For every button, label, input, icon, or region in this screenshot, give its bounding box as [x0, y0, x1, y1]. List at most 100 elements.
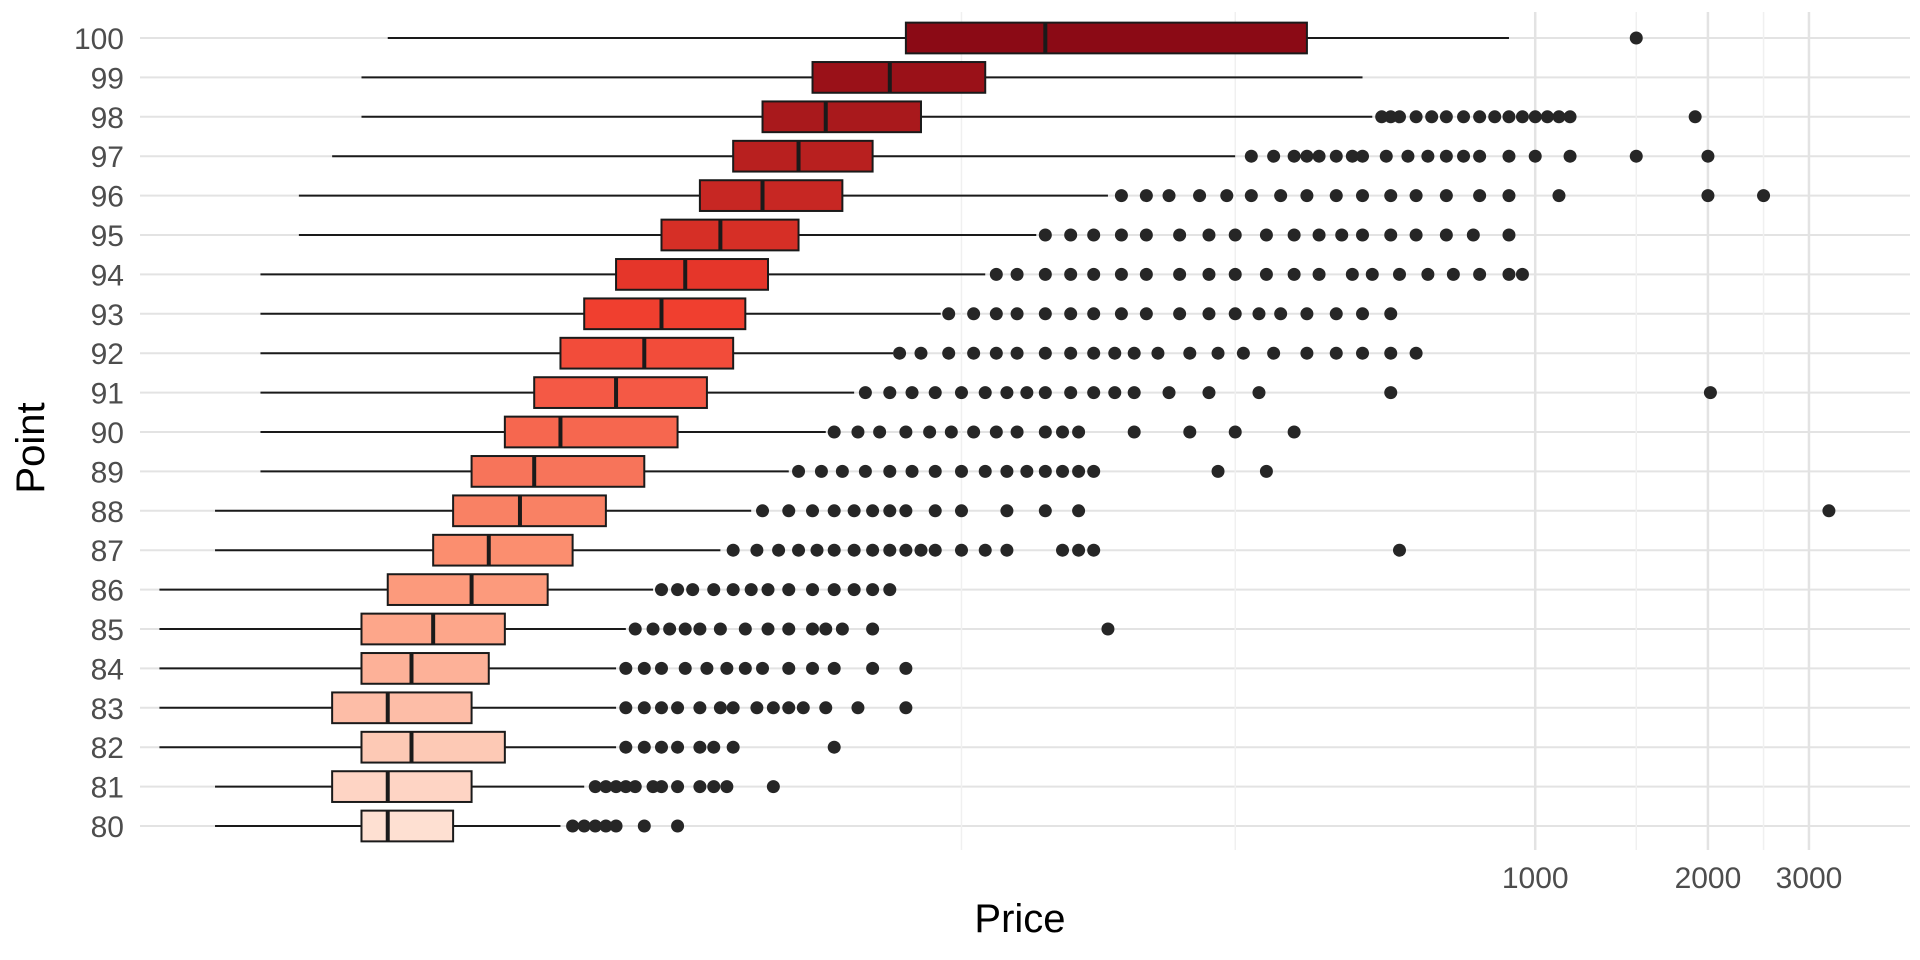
outlier-point	[1421, 267, 1435, 281]
outlier-point	[637, 661, 651, 675]
outlier-point	[566, 819, 580, 833]
outlier-point	[1127, 386, 1141, 400]
outlier-point	[923, 425, 937, 439]
outlier-point	[1020, 464, 1034, 478]
outlier-point	[1552, 110, 1566, 124]
y-tick-label-93: 93	[91, 299, 124, 332]
box-98	[361, 100, 1702, 134]
outlier-point	[707, 780, 721, 794]
outlier-point	[1552, 189, 1566, 203]
outlier-point	[899, 661, 913, 675]
outlier-point	[1056, 425, 1070, 439]
outlier-point	[814, 464, 828, 478]
outlier-point	[1228, 307, 1242, 321]
box-91	[260, 376, 1717, 409]
outlier-point	[989, 307, 1003, 321]
outlier-point	[1300, 346, 1314, 360]
outlier-point	[928, 543, 942, 557]
outlier-point	[1488, 110, 1502, 124]
outlier-point	[1139, 228, 1153, 242]
outlier-point	[967, 346, 981, 360]
outlier-point	[1020, 386, 1034, 400]
outlier-point	[1312, 228, 1326, 242]
outlier-point	[1202, 228, 1216, 242]
outlier-point	[827, 425, 841, 439]
outlier-point	[827, 740, 841, 754]
outlier-point	[905, 386, 919, 400]
outlier-point	[914, 346, 928, 360]
outlier-point	[1087, 464, 1101, 478]
y-tick-label-98: 98	[91, 102, 124, 135]
outlier-point	[671, 583, 685, 597]
outlier-point	[1439, 189, 1453, 203]
data-layer	[159, 21, 1836, 843]
outlier-point	[1439, 110, 1453, 124]
box-97	[332, 139, 1715, 173]
outlier-point	[1392, 543, 1406, 557]
outlier-point	[1421, 149, 1435, 163]
outlier-point	[1183, 346, 1197, 360]
outlier-point	[866, 543, 880, 557]
outlier-point	[619, 701, 633, 715]
outlier-point	[1151, 346, 1165, 360]
outlier-point	[1064, 267, 1078, 281]
outlier-point	[700, 661, 714, 675]
outlier-point	[1384, 189, 1398, 203]
outlier-point	[646, 622, 660, 636]
outlier-point	[637, 740, 651, 754]
outlier-point	[847, 504, 861, 518]
outlier-point	[1202, 267, 1216, 281]
outlier-point	[1010, 307, 1024, 321]
outlier-point	[1087, 307, 1101, 321]
y-tick-label-95: 95	[91, 220, 124, 253]
box-100	[387, 21, 1643, 55]
outlier-point	[1139, 267, 1153, 281]
y-tick-label-91: 91	[91, 378, 124, 411]
outlier-point	[1087, 346, 1101, 360]
outlier-point	[782, 661, 796, 675]
outlier-point	[1439, 149, 1453, 163]
outlier-point	[1127, 346, 1141, 360]
outlier-point	[1329, 189, 1343, 203]
outlier-point	[1312, 149, 1326, 163]
outlier-point	[1409, 346, 1423, 360]
iqr-box-86	[386, 573, 549, 606]
outlier-point	[1379, 149, 1393, 163]
outlier-point	[1038, 267, 1052, 281]
outlier-point	[637, 819, 651, 833]
outlier-point	[750, 543, 764, 557]
outlier-point	[883, 543, 897, 557]
outlier-point	[654, 701, 668, 715]
outlier-point	[1457, 149, 1471, 163]
outlier-point	[942, 346, 956, 360]
outlier-point	[671, 701, 685, 715]
outlier-point	[967, 307, 981, 321]
outlier-point	[1300, 189, 1314, 203]
outlier-point	[756, 661, 770, 675]
box-81	[215, 770, 780, 803]
x-axis-title: Price	[974, 897, 1065, 941]
outlier-point	[588, 780, 602, 794]
outlier-point	[726, 543, 740, 557]
outlier-point	[1064, 307, 1078, 321]
outlier-point	[1446, 267, 1460, 281]
box-86	[159, 573, 897, 606]
outlier-point	[1401, 149, 1415, 163]
outlier-point	[1329, 346, 1343, 360]
outlier-point	[827, 543, 841, 557]
outlier-point	[1202, 307, 1216, 321]
y-tick-label-99: 99	[91, 62, 124, 95]
outlier-point	[1540, 110, 1554, 124]
outlier-point	[873, 425, 887, 439]
outlier-point	[1183, 425, 1197, 439]
outlier-point	[967, 425, 981, 439]
outlier-point	[1384, 346, 1398, 360]
outlier-point	[1038, 307, 1052, 321]
box-96	[298, 179, 1771, 212]
outlier-point	[835, 622, 849, 636]
outlier-point	[726, 701, 740, 715]
outlier-point	[1502, 228, 1516, 242]
outlier-point	[1345, 149, 1359, 163]
outlier-point	[577, 819, 591, 833]
outlier-point	[1127, 425, 1141, 439]
